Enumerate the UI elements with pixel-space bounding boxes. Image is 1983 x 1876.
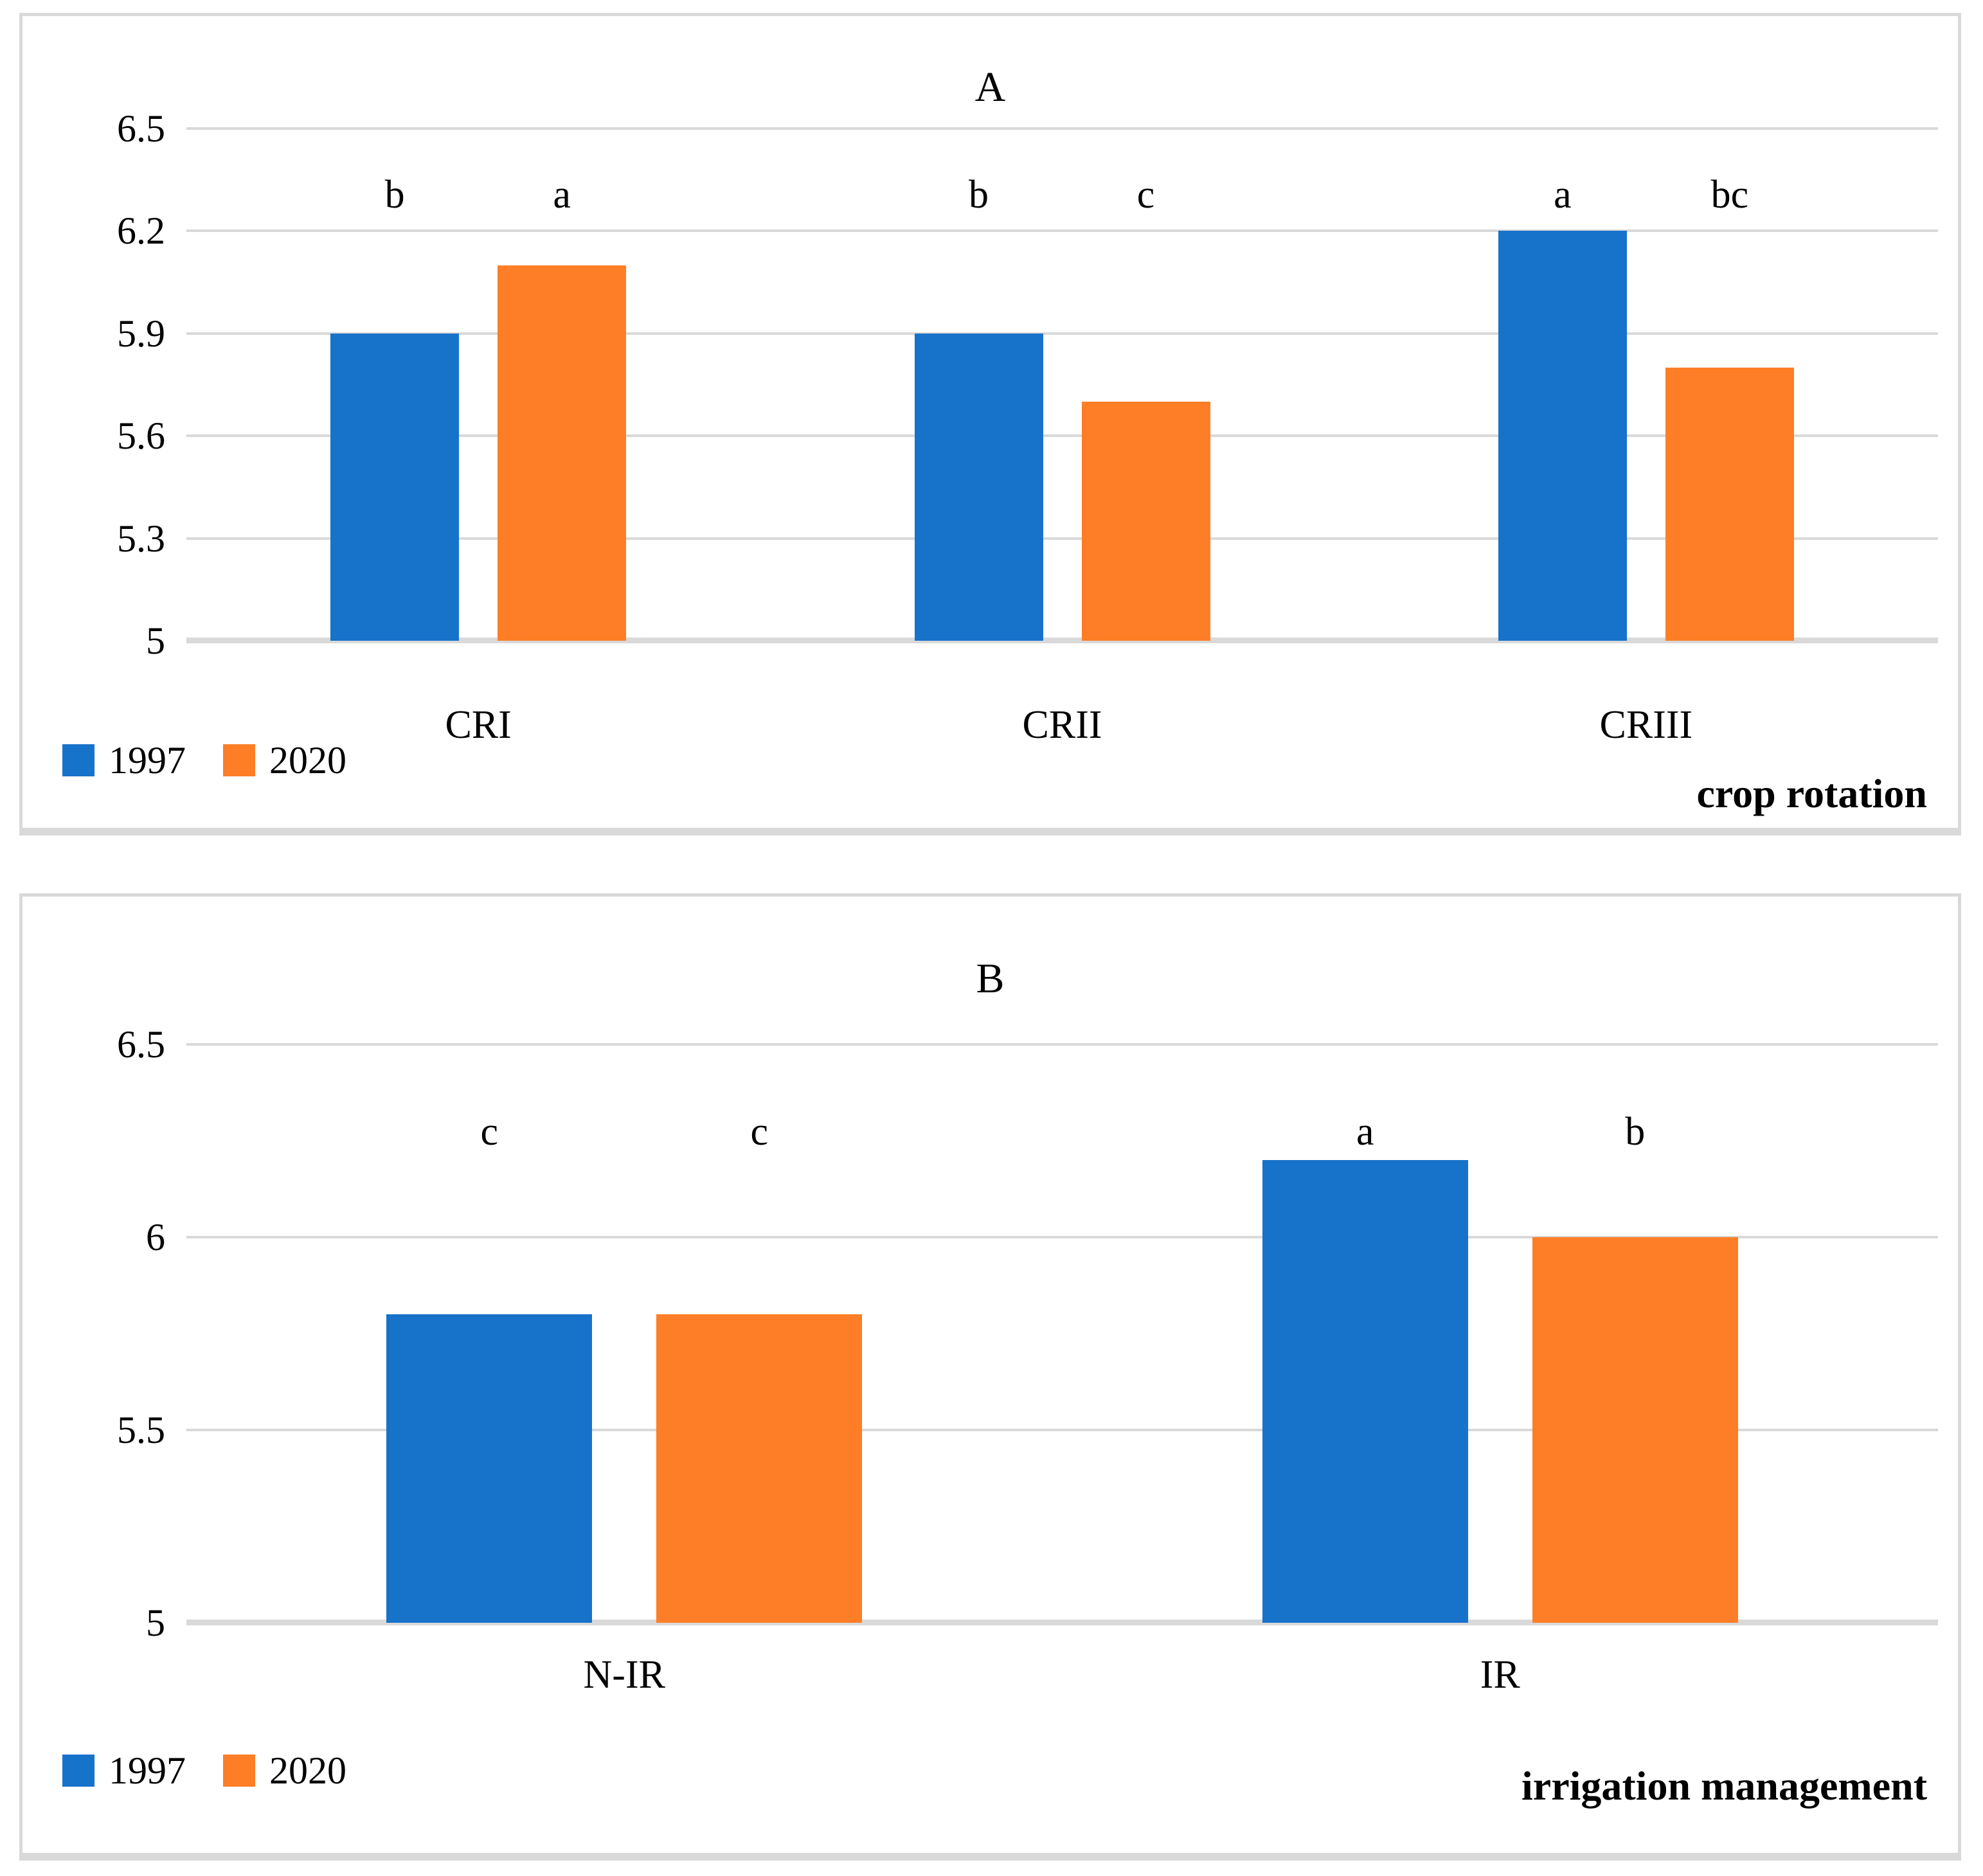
significance-letter: c: [480, 1110, 499, 1154]
significance-letter: bc: [1710, 173, 1749, 217]
chart-title: B: [976, 955, 1005, 1002]
bar-1997-CRI: [330, 333, 460, 641]
y-tick-label: 6: [146, 1216, 165, 1258]
x-axis-label: irrigation management: [1521, 1763, 1927, 1809]
chart-panel-a: A 5 5.3 5.6 5.9 6.2 6.5 b a b c a bc CRI CRII CRIII …: [19, 13, 1961, 835]
legend-label-1997: 1997: [109, 1749, 186, 1792]
gridline: [186, 1043, 1938, 1046]
category-label-N-IR: N-IR: [583, 1653, 665, 1697]
y-tick-label: 5.6: [117, 415, 165, 458]
bar-2020-CRIII: [1665, 367, 1794, 641]
legend-swatch-2020: [223, 1755, 255, 1787]
bar-1997-N-IR: [386, 1314, 593, 1623]
plot-area: b a b c a bc: [186, 127, 1938, 643]
bar-2020-N-IR: [656, 1314, 863, 1623]
chart-panel-b: B 5 5.5 6 6.5 c c a b N-IR IR 1997 2020 irrigat…: [19, 893, 1961, 1861]
bar-2020-CRII: [1081, 402, 1210, 641]
legend: 1997 2020: [62, 741, 346, 780]
significance-letter: a: [1554, 173, 1572, 217]
significance-letter: b: [1625, 1110, 1646, 1154]
category-label-CRIII: CRIII: [1599, 703, 1693, 747]
y-tick-label: 5: [146, 620, 165, 662]
y-tick-label: 5.3: [117, 517, 165, 560]
x-axis-baseline: [186, 638, 1938, 643]
y-tick-label: 5.5: [117, 1409, 165, 1451]
chart-title: A: [974, 64, 1006, 111]
significance-letter: b: [384, 173, 405, 217]
gridline: [186, 229, 1938, 233]
y-axis: 5 5.5 6 6.5: [22, 1024, 165, 1643]
x-axis-baseline: [186, 1620, 1938, 1625]
significance-letter: a: [553, 173, 571, 217]
legend-label-2020: 2020: [269, 1749, 346, 1792]
legend-swatch-1997: [62, 1755, 94, 1787]
category-row: N-IR IR: [186, 1655, 1938, 1713]
y-tick-label: 5: [146, 1602, 165, 1644]
legend: 1997 2020: [62, 1751, 346, 1790]
bar-1997-CRII: [914, 333, 1043, 641]
bar-1997-CRIII: [1498, 231, 1627, 641]
legend-swatch-2020: [223, 744, 255, 776]
gridline: [186, 332, 1938, 335]
category-label-CRI: CRI: [445, 703, 512, 747]
gridline: [186, 127, 1938, 130]
category-row: CRI CRII CRIII: [186, 705, 1938, 763]
legend-label-1997: 1997: [109, 739, 186, 782]
category-label-IR: IR: [1480, 1653, 1520, 1697]
y-axis: 5 5.3 5.6 5.9 6.2 6.5: [22, 109, 165, 661]
gridline: [186, 537, 1938, 540]
y-tick-label: 6.5: [117, 1023, 165, 1066]
significance-letter: c: [1136, 173, 1155, 217]
significance-letter: c: [750, 1110, 769, 1154]
significance-letter: b: [969, 173, 989, 217]
bar-1997-IR: [1262, 1160, 1468, 1623]
gridline: [186, 434, 1938, 438]
bar-2020-CRI: [498, 265, 627, 641]
significance-letter: a: [1356, 1110, 1374, 1154]
y-tick-label: 5.9: [117, 312, 165, 355]
legend-label-2020: 2020: [269, 739, 346, 782]
x-axis-label: crop rotation: [1696, 771, 1928, 816]
y-tick-label: 6.5: [117, 107, 165, 150]
gridline: [186, 1429, 1938, 1431]
category-label-CRII: CRII: [1022, 703, 1102, 747]
y-tick-label: 6.2: [117, 210, 165, 253]
legend-swatch-1997: [62, 744, 94, 776]
bar-2020-IR: [1532, 1237, 1738, 1623]
gridline: [186, 1236, 1938, 1238]
